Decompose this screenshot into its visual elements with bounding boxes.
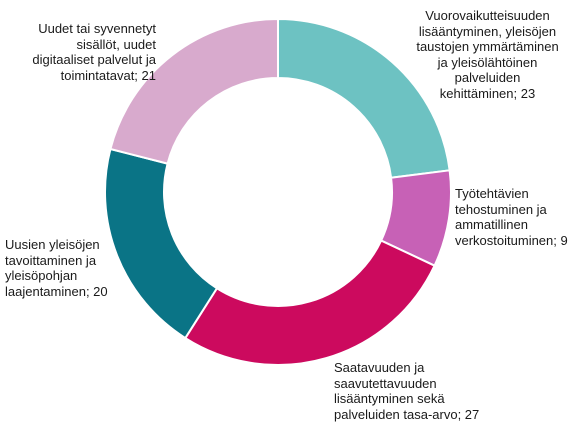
label-line: sisällöt, uudet: [76, 36, 157, 52]
label-uudet-yleisot: Uusien yleisöjen tavoittaminen ja yleisöpo…: [5, 237, 125, 299]
label-line: taustojen ymmärtäminen: [416, 39, 559, 54]
label-line: Saatavuuden ja: [334, 360, 425, 375]
slice-4: [109, 17, 279, 165]
label-line: yleisöpohjan: [5, 268, 78, 283]
label-line: palveluiden tasa-arvo; 27: [334, 406, 480, 422]
label-line: verkostoituminen; 9: [455, 232, 568, 248]
label-line: kehittäminen; 23: [439, 85, 536, 101]
label-line: Uudet tai syvennetyt: [38, 21, 156, 36]
label-line: palveluiden: [454, 70, 521, 85]
label-uudet-sisallot: Uudet tai syvennetyt sisällöt, uudet digit…: [0, 21, 156, 83]
label-saatavuus: Saatavuuden ja saavutettavuuden lisääntymi…: [334, 360, 524, 422]
label-vuorovaikutteisuus: Vuorovaikutteisuuden lisääntyminen, yleis…: [405, 8, 570, 101]
slice-2: [183, 239, 436, 366]
label-line: tehostuminen ja: [455, 201, 547, 217]
label-line: Vuorovaikutteisuuden: [425, 8, 550, 23]
label-line: ja yleisölähtöinen: [437, 54, 538, 70]
label-line: lisääntyminen sekä: [334, 391, 445, 406]
label-line: toimintatavat; 21: [60, 67, 156, 83]
label-line: ammatillinen: [455, 217, 528, 232]
label-line: saavutettavuuden: [334, 375, 437, 391]
label-line: digitaaliset palvelut ja: [32, 52, 156, 67]
label-tyotehtavat: Työtehtävien tehostuminen ja ammatillinen v…: [455, 186, 570, 248]
label-line: Uusien yleisöjen: [5, 237, 100, 252]
label-line: laajentaminen; 20: [5, 283, 108, 299]
label-line: lisääntyminen, yleisöjen: [418, 23, 557, 39]
label-line: tavoittaminen ja: [5, 252, 97, 268]
label-line: Työtehtävien: [455, 186, 529, 201]
